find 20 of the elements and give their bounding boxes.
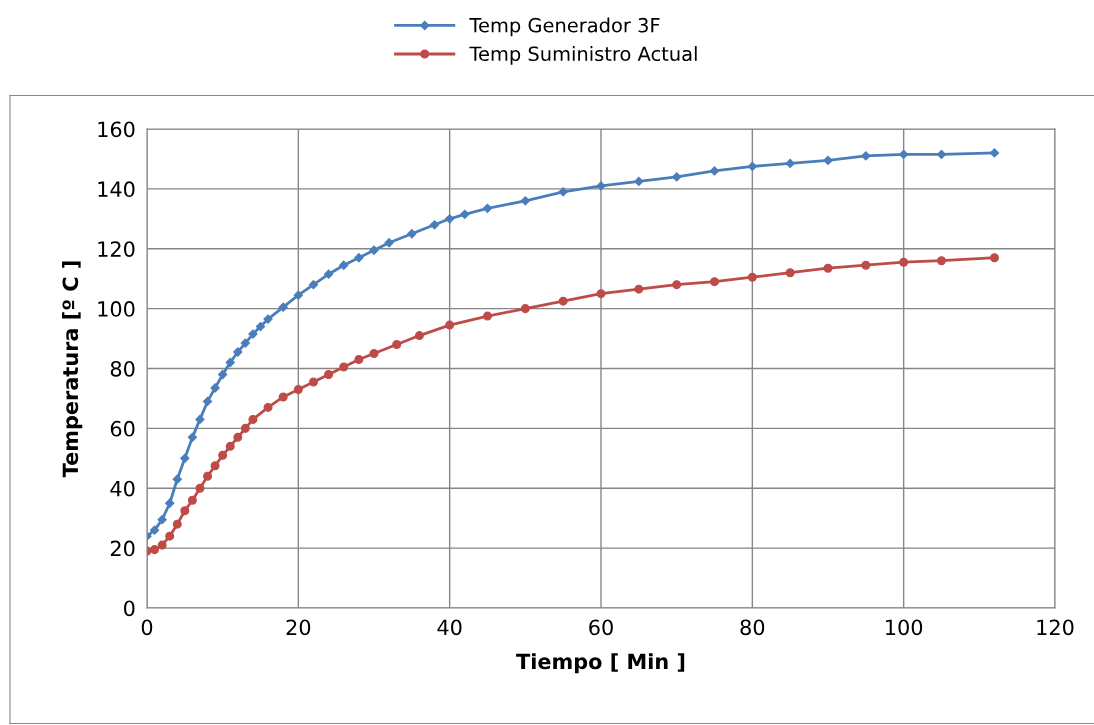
y-tick-label: 40 (110, 480, 135, 497)
y-tick-label: 80 (110, 360, 135, 377)
y-axis-title: Temperatura [º C ] (62, 261, 83, 478)
y-tick-label: 140 (98, 181, 135, 198)
x-tick-label: 20 (286, 619, 311, 636)
y-tick-label: 160 (98, 121, 135, 138)
y-tick-label: 100 (98, 301, 135, 317)
x-tick-label: 40 (437, 619, 462, 636)
x-tick-label: 80 (740, 619, 765, 636)
legend-label: Temp Generador 3F (469, 17, 660, 37)
legend-label: Temp Suministro Actual (469, 46, 697, 65)
y-tick-label: 20 (110, 540, 135, 557)
x-axis-title: Tiempo [ Min ] (516, 653, 685, 674)
x-tick-label: 120 (1037, 619, 1074, 636)
x-tick-label: 60 (589, 619, 613, 636)
y-tick-label: 60 (110, 420, 135, 437)
x-tick-label: 100 (886, 619, 923, 636)
y-tick-label: 120 (98, 241, 135, 257)
x-tick-label: 0 (141, 619, 153, 636)
y-tick-label: 0 (124, 600, 135, 617)
